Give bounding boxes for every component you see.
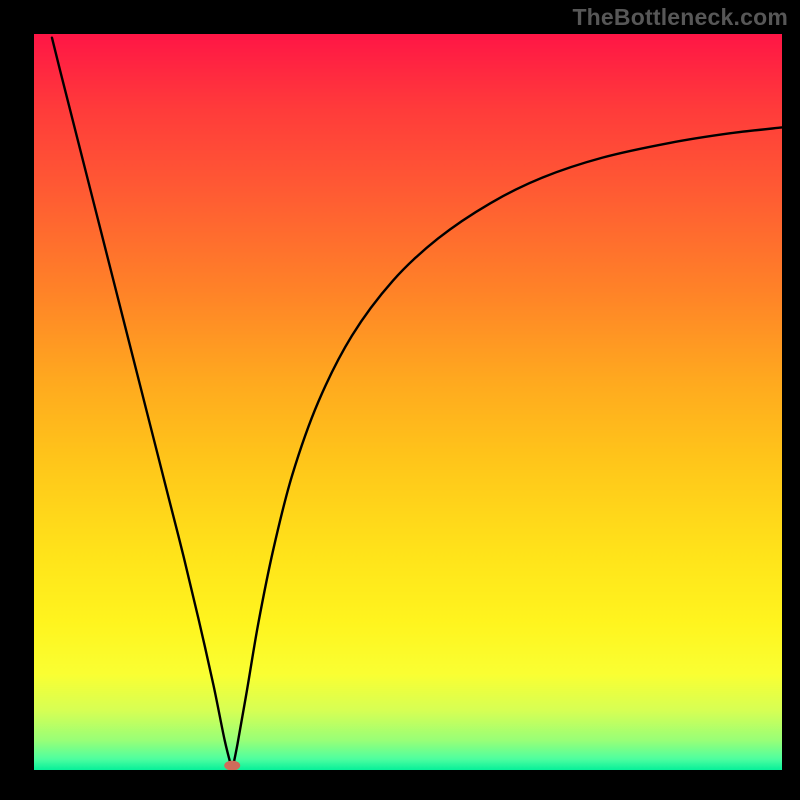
curve-layer: [34, 34, 782, 770]
bottleneck-curve: [52, 38, 782, 770]
minimum-marker: [224, 761, 240, 770]
plot-area: [34, 34, 782, 770]
watermark-text: TheBottleneck.com: [572, 4, 788, 31]
chart-container: TheBottleneck.com: [0, 0, 800, 800]
